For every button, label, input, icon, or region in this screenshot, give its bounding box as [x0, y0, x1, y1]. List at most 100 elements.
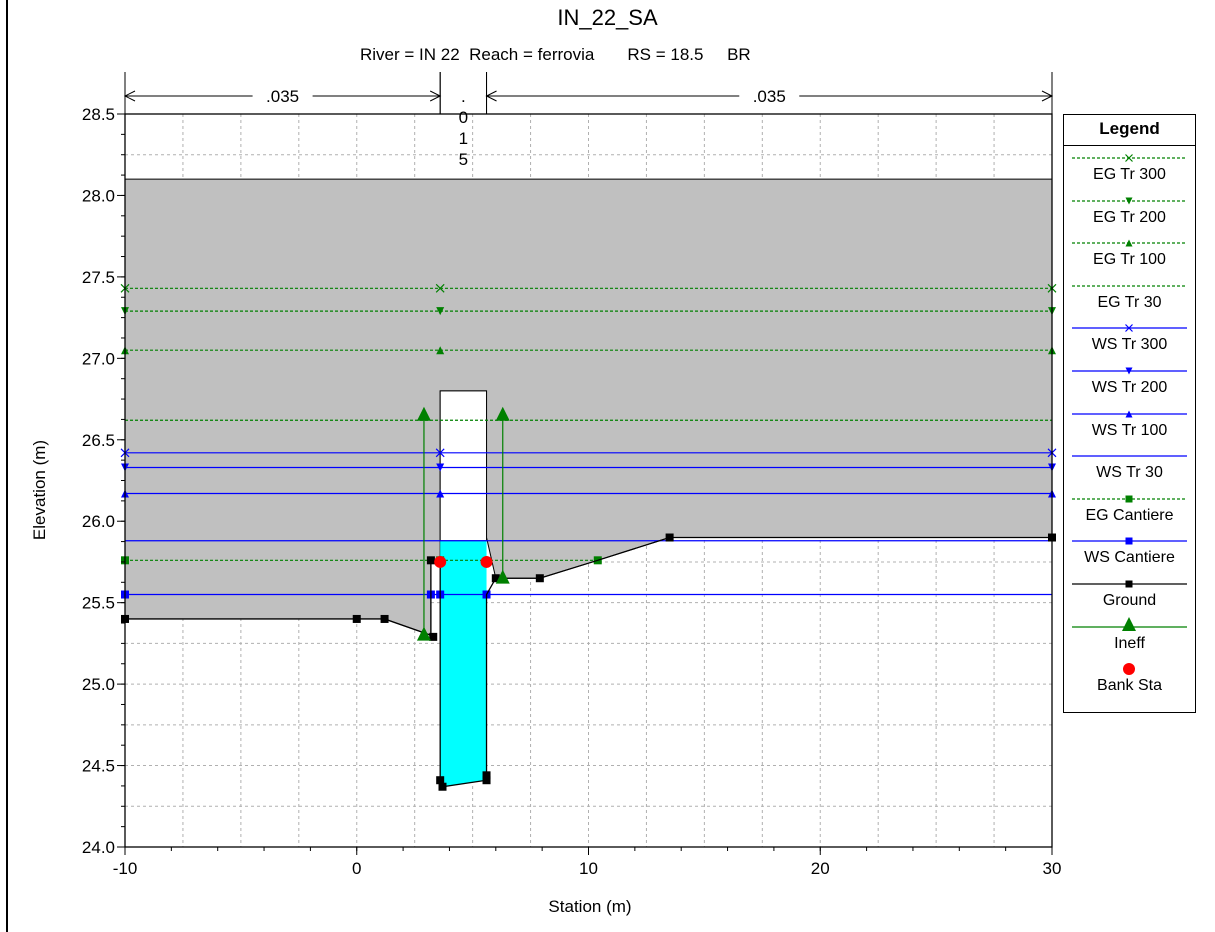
legend-marker	[1125, 495, 1133, 503]
legend-label: EG Tr 300	[1093, 166, 1166, 183]
legend-label: Ground	[1102, 591, 1157, 609]
ground-marker	[482, 776, 491, 785]
x-axis-label: Station (m)	[548, 897, 632, 916]
legend-swatch	[1123, 663, 1135, 676]
y-tick-label: 25.0	[82, 675, 115, 694]
legend-item: Ground	[1064, 572, 1195, 615]
chart-title: IN_22_SA	[557, 5, 658, 30]
ineff-marker	[416, 626, 431, 641]
legend-item: WS Tr 300	[1064, 316, 1195, 359]
legend-item: WS Tr 200	[1064, 359, 1195, 402]
ground-marker	[352, 614, 361, 623]
series-marker	[436, 307, 445, 316]
legend-swatch	[1072, 154, 1187, 162]
bridge-opening	[439, 390, 488, 542]
bank-station-marker	[480, 555, 493, 568]
legend: Legend EG Tr 300 EG Tr 200 EG Tr 100 EG Tr …	[1063, 114, 1196, 713]
legend-items: EG Tr 300 EG Tr 200 EG Tr 100 EG Tr 30 WS Tr…	[1064, 146, 1195, 700]
legend-label: Bank Sta	[1097, 677, 1162, 695]
legend-swatch	[1072, 324, 1187, 333]
ground-marker	[665, 533, 674, 542]
ground-line	[125, 536, 1052, 788]
legend-label: Ineff	[1114, 634, 1145, 652]
water-fill	[440, 540, 487, 787]
legend-marker	[1125, 324, 1133, 333]
legend-label: WS Tr 300	[1091, 336, 1168, 354]
y-tick-label: 27.0	[82, 349, 115, 368]
manning-label: .035	[266, 87, 299, 106]
x-tick-label: 10	[579, 859, 598, 878]
bank-station-marker	[434, 555, 447, 568]
legend-swatch	[1072, 410, 1187, 418]
y-tick-label: 28.0	[82, 186, 115, 205]
ineff-marker	[495, 406, 510, 421]
series-marker	[436, 489, 445, 498]
ground-marker	[429, 632, 438, 641]
legend-title: Legend	[1064, 115, 1195, 146]
legend-swatch	[1072, 616, 1187, 631]
ground-marker	[380, 614, 389, 623]
y-tick-label: 24.5	[82, 757, 115, 776]
manning-arrowhead	[123, 90, 136, 102]
ground-marker	[535, 574, 544, 583]
ground-marker	[426, 556, 435, 565]
legend-marker	[1122, 616, 1136, 631]
ground-marker	[482, 771, 491, 780]
ground-marker	[436, 776, 445, 785]
legend-label: EG Cantiere	[1085, 506, 1174, 524]
manning-label-char: .	[461, 87, 466, 106]
legend-marker	[1123, 663, 1135, 676]
manning-label: .035	[753, 87, 786, 106]
legend-label: EG Tr 200	[1093, 208, 1166, 226]
legend-marker	[1125, 580, 1133, 588]
series-marker	[435, 448, 445, 458]
legend-label: WS Tr 200	[1091, 378, 1168, 396]
legend-marker	[1125, 367, 1133, 375]
y-tick-label: 26.5	[82, 431, 115, 450]
x-tick-label: 20	[811, 859, 830, 878]
y-tick-label: 27.5	[82, 268, 115, 287]
legend-marker	[1125, 154, 1133, 162]
y-tick-label: 25.5	[82, 594, 115, 613]
legend-item: EG Tr 30	[1064, 274, 1195, 317]
manning-label-char: 0	[459, 108, 468, 127]
x-tick-label: -10	[113, 859, 138, 878]
legend-item: WS Cantiere	[1064, 529, 1195, 572]
legend-label: WS Tr 30	[1096, 464, 1163, 482]
ground-marker	[438, 782, 447, 791]
legend-marker	[1125, 239, 1133, 247]
legend-item: WS Tr 100	[1064, 402, 1195, 445]
legend-item: Ineff	[1064, 615, 1195, 658]
x-tick-label: 0	[352, 859, 361, 878]
legend-swatch	[1072, 455, 1187, 457]
legend-marker	[1125, 537, 1133, 545]
legend-swatch	[1072, 537, 1187, 545]
series-marker	[435, 283, 445, 293]
y-tick-label: 24.0	[82, 838, 115, 857]
legend-swatch	[1072, 285, 1187, 287]
legend-label: WS Tr 100	[1091, 421, 1168, 439]
series-marker	[436, 463, 445, 472]
legend-marker	[1125, 410, 1133, 418]
chart-frame	[6, 0, 1215, 932]
chart-subtitle: River = IN 22 Reach = ferrovia RS = 18.5…	[360, 45, 751, 64]
legend-item: Bank Sta	[1064, 657, 1195, 700]
y-tick-label: 26.0	[82, 512, 115, 531]
manning-arrowhead	[485, 90, 497, 102]
legend-item: EG Tr 200	[1064, 189, 1195, 232]
legend-swatch	[1072, 580, 1187, 588]
legend-label: EG Tr 30	[1097, 293, 1162, 311]
legend-swatch	[1072, 239, 1187, 247]
legend-swatch	[1072, 197, 1187, 205]
manning-arrowhead	[1041, 90, 1054, 102]
legend-swatch	[1072, 495, 1187, 503]
legend-item: WS Tr 30	[1064, 444, 1195, 487]
series-marker	[436, 346, 445, 355]
legend-item: EG Cantiere	[1064, 487, 1195, 530]
manning-label-char: 5	[459, 150, 468, 169]
legend-swatch	[1072, 367, 1187, 375]
ineff-marker	[416, 406, 431, 421]
manning-label-char: 1	[459, 129, 468, 148]
y-tick-label: 28.5	[82, 105, 115, 124]
